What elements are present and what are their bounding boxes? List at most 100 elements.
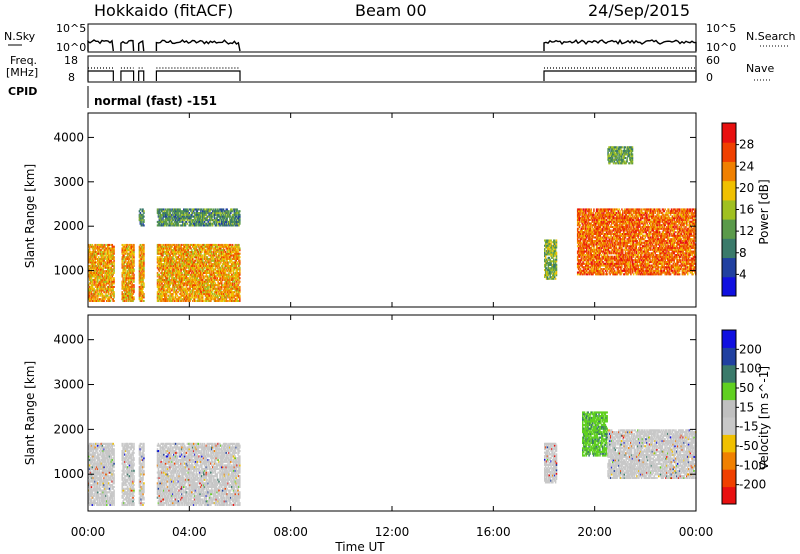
heatmap-cell (110, 257, 113, 261)
heatmap-cell (110, 254, 113, 257)
heatmap-cell (132, 278, 134, 281)
heatmap-cell (189, 270, 191, 273)
heatmap-cell (157, 285, 160, 288)
heatmap-cell (160, 298, 162, 301)
heatmap-cell (138, 287, 141, 290)
heatmap-cell (197, 287, 199, 290)
heatmap-cell (218, 275, 220, 278)
heatmap-cell (214, 291, 217, 294)
heatmap-cell (89, 271, 92, 274)
heatmap-cell (94, 261, 96, 264)
heatmap-cell (174, 284, 177, 287)
heatmap-cell (215, 256, 218, 259)
heatmap-cell (168, 282, 171, 285)
heatmap-cell (104, 257, 106, 261)
heatmap-cell (127, 259, 130, 262)
heatmap-cell (143, 277, 145, 280)
heatmap-cell (199, 292, 201, 295)
heatmap-cell (197, 291, 199, 294)
heatmap-cell (112, 278, 114, 281)
heatmap-cell (128, 268, 131, 271)
heatmap-cell (109, 299, 112, 302)
freq-tick-bottom: 8 (68, 71, 75, 84)
heatmap-cell (131, 252, 133, 255)
heatmap-cell (125, 271, 127, 274)
heatmap-cell (126, 273, 129, 276)
heatmap-cell (230, 282, 233, 285)
heatmap-cell (165, 259, 168, 262)
heatmap-cell (230, 264, 233, 267)
heatmap-cell (203, 292, 206, 295)
heatmap-cell (106, 299, 108, 302)
heatmap-cell (97, 287, 99, 290)
heatmap-cell (199, 264, 201, 267)
heatmap-cell (98, 249, 101, 252)
heatmap-cell (204, 292, 207, 295)
heatmap-cell (231, 264, 234, 267)
heatmap-cell (141, 247, 143, 250)
heatmap-cell (234, 298, 237, 301)
heatmap-cell (143, 296, 145, 299)
heatmap-cell (158, 243, 161, 247)
heatmap-cell (89, 282, 92, 285)
heatmap-cell (230, 252, 232, 255)
heatmap-cell (158, 266, 161, 269)
heatmap-cell (215, 261, 218, 264)
heatmap-cell (139, 299, 142, 302)
heatmap-cell (88, 257, 90, 261)
heatmap-cell (126, 247, 129, 250)
heatmap-cell (227, 294, 229, 297)
heatmap-cell (180, 282, 182, 285)
heatmap-cell (106, 294, 108, 297)
heatmap-cell (173, 257, 175, 261)
heatmap-cell (121, 259, 123, 262)
heatmap-cell (192, 252, 195, 255)
heatmap-cell (169, 263, 171, 266)
heatmap-cell (205, 278, 208, 281)
heatmap-cell (197, 264, 199, 267)
heatmap-cell (235, 254, 237, 257)
heatmap-cell (217, 287, 219, 290)
heatmap-cell (191, 266, 193, 269)
heatmap-cell (187, 257, 190, 261)
heatmap-cell (213, 285, 216, 288)
heatmap-cell (222, 271, 225, 274)
heatmap-cell (97, 282, 100, 285)
heatmap-cell (199, 270, 201, 273)
heatmap-cell (125, 268, 127, 271)
heatmap-cell (126, 299, 128, 302)
heatmap-cell (127, 296, 130, 299)
heatmap-cell (200, 252, 202, 255)
heatmap-cell (111, 289, 114, 292)
heatmap-cell (203, 289, 206, 292)
heatmap-cell (223, 257, 226, 261)
heatmap-cell (177, 275, 180, 278)
heatmap-cell (171, 249, 173, 252)
heatmap-cell (161, 264, 163, 267)
heatmap-cell (188, 247, 190, 250)
heatmap-cell (212, 259, 215, 262)
heatmap-cell (129, 292, 132, 295)
heatmap-cell (213, 259, 216, 262)
heatmap-cell (132, 275, 134, 278)
heatmap-cell (183, 275, 185, 278)
heatmap-cell (239, 277, 241, 280)
heatmap-cell (170, 261, 172, 264)
heatmap-cell (111, 264, 114, 267)
heatmap-cell (177, 277, 180, 280)
heatmap-cell (126, 275, 128, 278)
heatmap-cell (126, 257, 128, 261)
heatmap-cell (217, 275, 219, 278)
heatmap-cell (124, 250, 126, 254)
heatmap-cell (159, 252, 161, 255)
heatmap-cell (226, 278, 228, 281)
heatmap-cell (176, 257, 179, 261)
heatmap-cell (229, 252, 231, 255)
heatmap-cell (218, 299, 220, 302)
heatmap-cell (107, 296, 110, 299)
heatmap-cell (202, 282, 204, 285)
heatmap-cell (159, 245, 161, 248)
heatmap-cell (110, 296, 113, 299)
heatmap-cell (223, 254, 226, 257)
heatmap-cell (185, 257, 188, 261)
